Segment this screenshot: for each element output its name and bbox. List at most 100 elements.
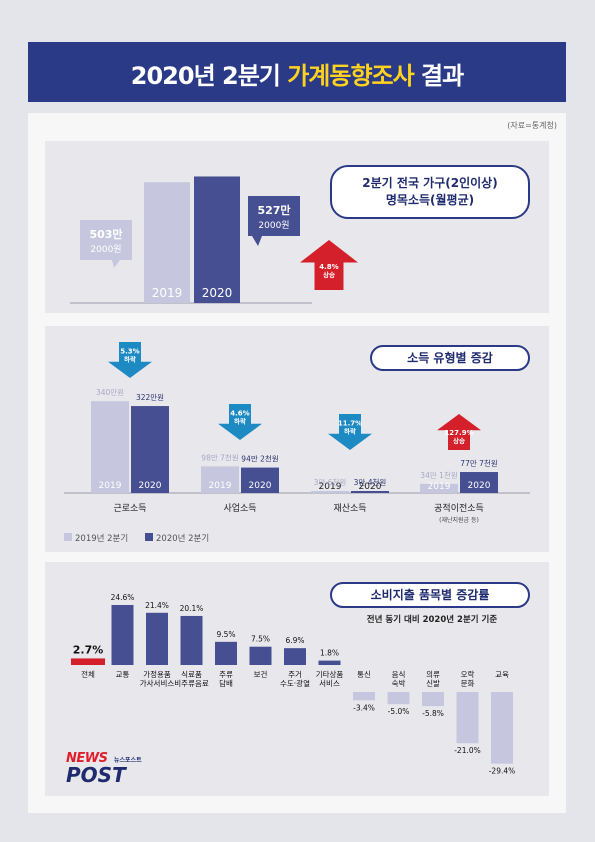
spending-title-pill: 소비지출 품목별 증감률	[330, 582, 530, 608]
spending-bar-7	[318, 660, 341, 665]
spending-category-5-0: 보건	[254, 669, 268, 679]
legend-2020-swatch	[145, 533, 153, 541]
spending-value-12: -29.4%	[489, 767, 516, 776]
spending-category-6-0: 주거	[288, 670, 302, 679]
source-note: (자료=통계청)	[507, 121, 557, 130]
bubble-2020-main: 527만	[257, 203, 290, 217]
header-banner: 2020년 2분기 가계동향조사 결과	[28, 42, 566, 102]
spending-category-7-0: 기타상품	[316, 669, 344, 679]
income-category-1: 사업소득	[223, 503, 256, 514]
income-bar-year-2-1: 2020	[359, 482, 382, 492]
income-bar-value-3-0: 34만 1천원	[420, 470, 457, 480]
income-type-title-pill: 소득 유형별 증감	[370, 345, 530, 371]
spending-bar-0	[71, 658, 105, 665]
income-bar-value-3-1: 77만 7천원	[460, 458, 497, 468]
income-change-arrow-3-pct: 127.9%	[444, 429, 473, 437]
spending-category-4-1: 담배	[219, 678, 233, 688]
spending-category-6-1: 수도·광열	[280, 678, 310, 688]
total-income-bar-label-2020: 2020	[202, 286, 233, 300]
income-bar-2-1	[351, 491, 389, 493]
income-change-arrow-3	[437, 414, 481, 450]
spending-category-9-0: 음식	[392, 670, 406, 679]
total-income-bar-2020	[194, 176, 240, 303]
income-bar-year-3-1: 2020	[468, 481, 491, 491]
bubble-2020	[248, 196, 300, 246]
legend-2019-swatch	[64, 533, 72, 541]
spending-subtitle: 전년 동기 대비 2020년 2분기 기준	[367, 614, 498, 625]
spending-value-3: 20.1%	[180, 604, 204, 613]
spending-bar-2	[146, 612, 168, 665]
spending-bar-11	[456, 692, 479, 744]
total-income-title-line2: 명목소득(월평균)	[385, 193, 475, 207]
bubble-2020-sub: 2000원	[258, 220, 289, 231]
spending-category-12-0: 교육	[495, 670, 509, 679]
logo-small-text: 뉴스포스트	[114, 757, 142, 764]
income-bar-value-1-0: 98만 7천원	[201, 452, 238, 462]
legend-2020-label: 2020년 2분기	[156, 533, 209, 544]
income-bar-year-0-0: 2019	[99, 481, 122, 491]
bubble-2019-main: 503만	[89, 227, 122, 241]
income-change-arrow-2-word: 하락	[344, 427, 356, 436]
income-category-3: 공적이전소득	[434, 502, 484, 514]
spending-value-10: -5.8%	[422, 709, 444, 718]
total-income-up-arrow-pct: 4.8%	[319, 263, 338, 271]
income-bar-value-2-1: 3만 4천원	[354, 477, 387, 487]
total-income-up-arrow	[300, 240, 358, 290]
newspost-logo: NEWS POST 뉴스포스트	[66, 751, 142, 785]
spending-category-0-0: 전체	[81, 669, 95, 679]
spending-bar-9	[387, 692, 410, 705]
spending-bar-8	[353, 692, 375, 701]
spending-bar-1	[111, 604, 134, 665]
income-bar-3-1	[460, 472, 498, 493]
spending-value-8: -3.4%	[353, 703, 375, 712]
income-change-arrow-1-word: 하락	[234, 417, 246, 426]
income-bar-2-0	[311, 491, 349, 493]
spending-value-1: 24.6%	[111, 593, 135, 602]
spending-category-8-0: 통신	[357, 670, 371, 679]
spending-bar-12	[491, 692, 513, 764]
spending-category-10-0: 의류	[426, 669, 440, 679]
income-bar-year-3-0: 2019	[428, 482, 451, 492]
logo-news: NEWS	[66, 751, 108, 766]
income-bar-year-2-0: 2019	[319, 482, 342, 492]
total-income-bar-label-2019: 2019	[152, 286, 183, 300]
spending-bar-10	[422, 692, 444, 707]
income-bar-0-1	[131, 406, 169, 493]
spending-value-4: 9.5%	[216, 630, 235, 639]
spending-value-9: -5.0%	[388, 707, 410, 716]
income-bar-value-0-1: 322만원	[136, 393, 164, 402]
income-change-arrow-2	[328, 414, 372, 450]
spending-value-6: 6.9%	[285, 636, 304, 645]
spending-category-3-0: 식료품	[181, 670, 202, 679]
income-change-arrow-0-word: 하락	[124, 355, 136, 364]
spending-bar-3	[180, 615, 203, 665]
income-bar-value-1-1: 94만 2천원	[241, 454, 278, 464]
spending-category-11-0: 오락	[461, 670, 475, 679]
income-bar-1-1	[241, 467, 279, 493]
spending-category-10-1: 신발	[426, 679, 440, 688]
income-category-note-3: (재난지원금 등)	[439, 516, 479, 524]
spending-category-9-1: 숙박	[392, 678, 406, 688]
income-change-arrow-1	[218, 404, 262, 440]
income-change-arrow-0	[108, 342, 152, 378]
income-bar-year-0-1: 2020	[139, 481, 162, 491]
spending-category-4-0: 주류	[219, 670, 233, 679]
spending-value-5: 7.5%	[251, 635, 270, 644]
bubble-2019	[80, 220, 132, 268]
income-category-0: 근로소득	[113, 503, 146, 514]
spending-value-2: 21.4%	[145, 601, 169, 610]
spending-category-2-0: 가정용품	[143, 669, 171, 679]
total-income-title-pill: 2분기 전국 가구(2인이상) 명목소득(월평균)	[330, 165, 530, 219]
spending-category-7-1: 서비스	[319, 679, 340, 688]
legend-2019-label: 2019년 2분기	[75, 533, 128, 544]
income-bar-0-0	[91, 401, 129, 493]
spending-category-3-1: 비주류음료	[174, 679, 209, 688]
spending-category-1-0: 교통	[116, 670, 130, 679]
spending-bar-4	[215, 641, 237, 665]
income-bar-1-0	[201, 466, 239, 493]
income-category-2: 재산소득	[333, 503, 366, 514]
spending-category-2-1: 가사서비스	[140, 679, 175, 688]
spending-bar-6	[284, 648, 306, 665]
spending-value-0: 2.7%	[73, 643, 104, 656]
